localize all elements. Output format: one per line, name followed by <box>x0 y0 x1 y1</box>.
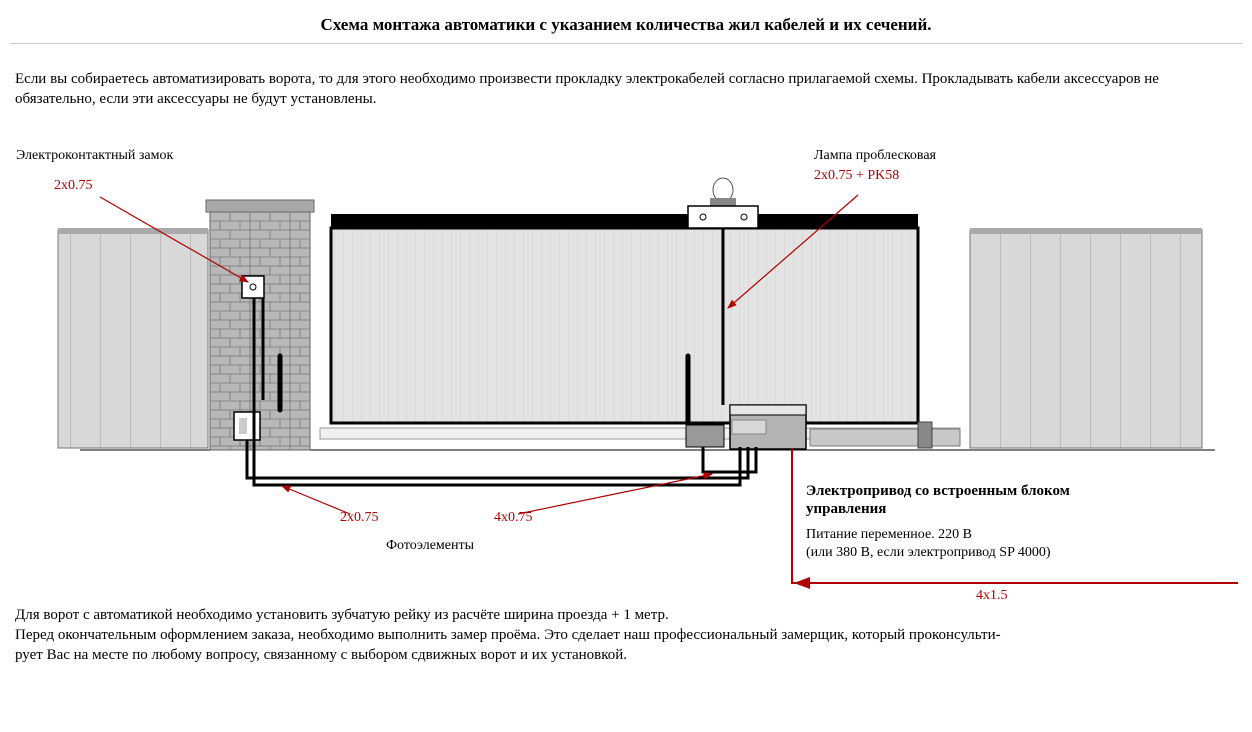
outro-paragraph: Для ворот с автоматикой необходимо устан… <box>15 605 1242 666</box>
cable-power-spec: 4x1.5 <box>976 588 1008 605</box>
gate-top-beam <box>331 214 918 228</box>
cable-photo-right-spec: 4x0.75 <box>494 510 533 527</box>
drive-label: Электропривод со встроенным блоком управ… <box>806 482 1136 520</box>
left-fence-section <box>58 230 208 448</box>
title-underline <box>10 43 1242 44</box>
power-spec-label: Питание переменное. 220 В (или 380 В, ес… <box>806 526 1156 562</box>
cable-photo-left-spec: 2x0.75 <box>340 510 379 527</box>
photocell-right-icon <box>686 425 724 447</box>
photo-right-leader-arrow <box>518 474 712 514</box>
cable-lock-spec: 2x0.75 <box>54 178 93 195</box>
lock-label: Электроконтактный замок <box>16 148 173 165</box>
gate-panel <box>331 228 918 423</box>
lamp-label: Лампа проблесковая <box>814 148 936 165</box>
electric-lock-icon <box>242 276 264 298</box>
photocells-label: Фотоэлементы <box>386 538 474 555</box>
right-fence-section <box>970 230 1202 448</box>
wiring-diagram: Электроконтактный замок 2x0.75 Лампа про… <box>10 140 1242 600</box>
page-title: Схема монтажа автоматики с указанием кол… <box>10 15 1242 35</box>
intro-paragraph: Если вы собираетесь автоматизировать вор… <box>15 69 1242 110</box>
cable-lamp-spec: 2x0.75 + PK58 <box>814 168 899 185</box>
